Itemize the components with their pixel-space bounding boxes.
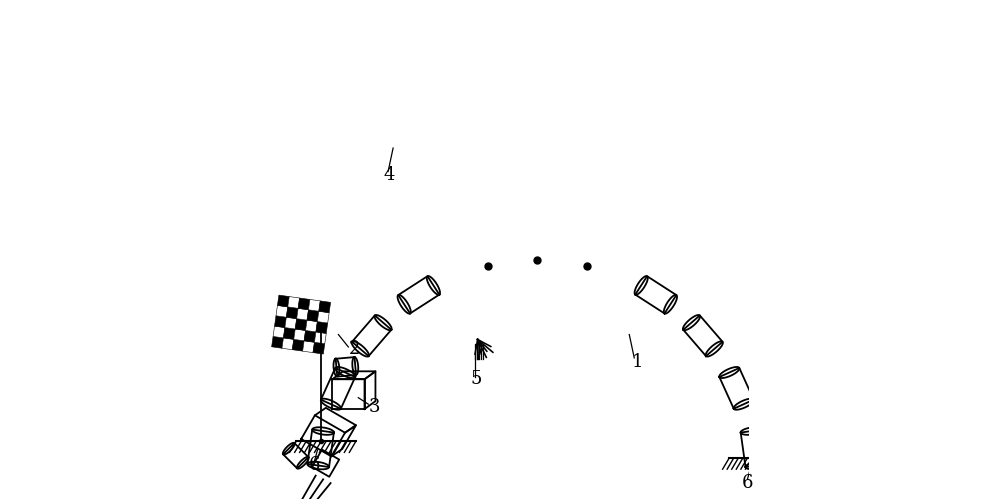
- Polygon shape: [306, 320, 317, 332]
- Text: 3: 3: [368, 398, 380, 415]
- Text: 2: 2: [348, 340, 360, 358]
- Polygon shape: [295, 318, 307, 330]
- Polygon shape: [314, 332, 326, 344]
- Polygon shape: [285, 317, 297, 329]
- Text: 6: 6: [309, 456, 320, 474]
- Polygon shape: [307, 310, 319, 322]
- Polygon shape: [286, 307, 298, 318]
- Polygon shape: [316, 322, 328, 334]
- Polygon shape: [276, 306, 288, 317]
- Text: 1: 1: [632, 353, 643, 371]
- Polygon shape: [288, 296, 300, 308]
- Text: 4: 4: [383, 166, 395, 184]
- Polygon shape: [298, 298, 310, 310]
- Polygon shape: [272, 336, 283, 348]
- Polygon shape: [273, 326, 285, 338]
- Polygon shape: [282, 338, 294, 349]
- Text: 6: 6: [742, 474, 753, 492]
- Polygon shape: [283, 328, 295, 340]
- Polygon shape: [277, 295, 289, 307]
- Polygon shape: [275, 316, 286, 328]
- Polygon shape: [294, 329, 306, 341]
- Polygon shape: [304, 330, 316, 342]
- Text: 5: 5: [470, 370, 482, 388]
- Polygon shape: [297, 308, 308, 320]
- Polygon shape: [319, 301, 331, 312]
- Polygon shape: [292, 340, 304, 351]
- Polygon shape: [313, 342, 325, 354]
- Polygon shape: [317, 312, 329, 323]
- Polygon shape: [308, 300, 320, 312]
- Polygon shape: [303, 341, 314, 352]
